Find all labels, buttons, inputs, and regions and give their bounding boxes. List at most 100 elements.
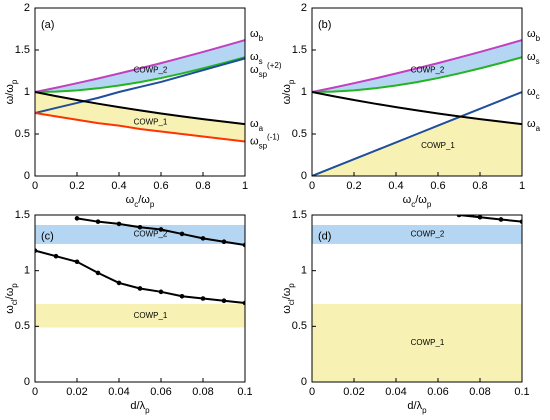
band <box>35 225 245 244</box>
point <box>74 216 80 221</box>
series-line <box>458 215 522 223</box>
y-axis-label: ωcl/ωp <box>4 283 19 314</box>
series-label: ωc <box>527 86 540 101</box>
panel-label: (a) <box>41 19 54 31</box>
y-tick-label: 0 <box>24 170 30 182</box>
x-tick-label: 0 <box>309 180 315 192</box>
y-tick-label: 1.5 <box>15 44 30 56</box>
series-label: ωa <box>527 118 541 133</box>
band <box>312 225 522 244</box>
plot-frame <box>34 214 246 383</box>
y-tick-label: 2 <box>301 2 307 14</box>
point <box>137 286 143 291</box>
x-tick-label: 0.4 <box>111 180 126 192</box>
point <box>179 293 185 299</box>
plot-area <box>35 216 245 328</box>
panel: COWP_2 COWP_1 0 0.02 0.04 0.06 0.08 0.1 0 0.5 1 1.5… <box>281 209 530 415</box>
y-axis-label: ω/ωp <box>281 79 296 104</box>
series-line <box>312 91 522 126</box>
y-tick-label: 0.5 <box>292 320 307 332</box>
panel: COWP_2 COWP_1 0 0.02 0.04 0.06 0.08 0.1 0 0.5 1 1.5… <box>4 209 253 415</box>
point <box>242 242 245 248</box>
region-label: COWP_2 <box>134 230 168 239</box>
panel-label: (c) <box>41 231 54 243</box>
point <box>221 298 227 304</box>
y-tick-label: 0.5 <box>15 128 30 140</box>
y-tick-label: 0 <box>301 170 307 182</box>
x-axis-label: ωc/ωp <box>403 194 432 209</box>
panel-label: (b) <box>318 19 331 31</box>
series-label: ωsp(-1) <box>250 132 280 150</box>
series-line <box>35 39 245 93</box>
x-tick-label: 0.8 <box>472 180 487 192</box>
y-tick-label: 1.5 <box>292 209 307 221</box>
y-tick-label: 1.5 <box>292 44 307 56</box>
y-tick-label: 1 <box>301 86 307 98</box>
point <box>519 219 522 224</box>
series-line <box>35 249 245 304</box>
x-tick-label: 0.04 <box>108 386 129 398</box>
region-label: COWP_1 <box>421 141 455 150</box>
series-label: ωs <box>527 51 540 66</box>
x-tick-label: 0.06 <box>427 386 448 398</box>
x-tick-label: 0 <box>32 386 38 398</box>
y-tick-label: 1 <box>301 265 307 277</box>
plot-frame <box>311 214 523 383</box>
x-tick-label: 0.06 <box>150 386 171 398</box>
point <box>242 300 245 306</box>
y-axis-label: ω/ωp <box>4 79 19 104</box>
point <box>179 231 185 237</box>
x-tick-label: 0.6 <box>430 180 445 192</box>
series-line <box>35 57 245 114</box>
panel-label: (d) <box>318 231 331 243</box>
band <box>35 304 245 328</box>
x-tick-label: 0.02 <box>343 386 364 398</box>
x-tick-label: 0.8 <box>195 180 210 192</box>
x-tick-label: 0.6 <box>153 180 168 192</box>
panel: COWP_2 COWP_1 ωb ωs ωc ωa 0 0.2 0.4 0.6 0.8 1 0 0.5 1 1… <box>281 2 541 209</box>
x-tick-label: 0 <box>309 386 315 398</box>
y-tick-label: 0.5 <box>292 128 307 140</box>
series-line <box>312 56 522 93</box>
y-tick-label: 0 <box>24 376 30 388</box>
region-label: COWP_2 <box>411 66 445 75</box>
x-tick-label: 0.4 <box>388 180 403 192</box>
series-line <box>35 112 245 143</box>
series-line <box>312 39 522 93</box>
plot-area <box>35 39 245 143</box>
region-label: COWP_2 <box>411 230 445 239</box>
x-axis-label: ωc/ωp <box>126 194 155 209</box>
point <box>158 227 164 232</box>
point <box>53 253 59 259</box>
x-tick-label: 0.1 <box>514 386 529 398</box>
series-line <box>35 91 245 126</box>
y-tick-label: 1.5 <box>15 209 30 221</box>
x-tick-label: 0.1 <box>237 386 252 398</box>
series-label: ωb <box>527 28 541 43</box>
series-label: ωs <box>250 51 263 66</box>
point <box>95 270 101 276</box>
point <box>477 215 483 220</box>
series-line <box>35 56 245 93</box>
x-axis-label: d/λp <box>407 400 427 415</box>
series-label: ωa <box>250 118 264 133</box>
point <box>74 259 80 265</box>
x-tick-label: 0 <box>32 180 38 192</box>
x-tick-label: 1 <box>242 180 248 192</box>
y-tick-label: 0.5 <box>15 320 30 332</box>
fill-region <box>35 92 245 142</box>
point <box>221 239 227 245</box>
point <box>456 215 462 218</box>
region-label: COWP_1 <box>134 311 168 320</box>
plot-frame <box>34 7 246 177</box>
point <box>116 221 122 227</box>
point <box>498 217 504 222</box>
point <box>200 236 206 241</box>
x-tick-label: 0.2 <box>346 180 361 192</box>
x-tick-label: 0.02 <box>66 386 87 398</box>
x-axis-label: d/λp <box>130 400 150 415</box>
plot-area <box>312 215 522 382</box>
series-label: ωb <box>250 28 264 43</box>
